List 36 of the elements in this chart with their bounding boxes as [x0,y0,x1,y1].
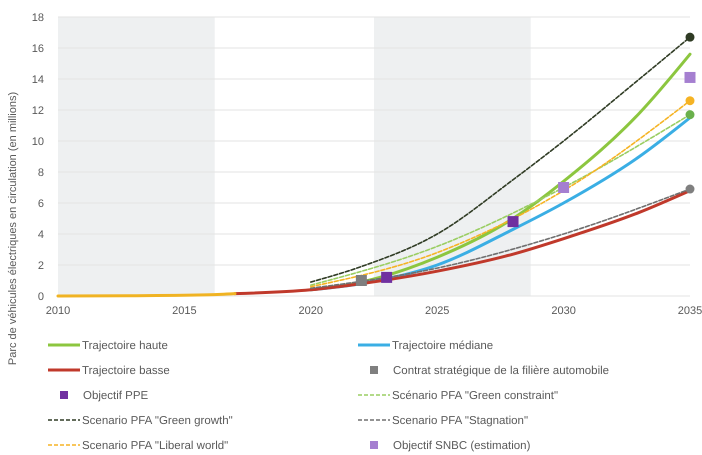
x-tick-label: 2030 [551,305,576,317]
legend-label: Trajectoire basse [82,365,170,378]
y-tick-label: 12 [32,104,44,117]
legend-label: Trajectoire médiane [392,340,494,352]
y-tick-label: 10 [32,136,44,148]
legend-label: Objectif PPE [83,390,149,402]
y-tick-label: 18 [32,12,44,24]
point [686,32,694,42]
legend-label: Scenario PFA "Green growth" [82,415,233,428]
legend-label: Trajectoire haute [82,340,168,352]
point [686,184,694,194]
y-tick-label: 0 [38,290,44,303]
legend-label: Contrat stratégique de la filière automobile [393,365,610,378]
x-tick-label: 2010 [46,305,70,317]
y-tick-label: 16 [32,42,44,55]
y-tick-label: 2 [38,260,44,272]
x-tick-label: 2020 [298,305,324,317]
y-axis-title: Parc de véhicules électriques en circulation (en millions) [7,92,19,366]
point [508,216,519,228]
point [381,272,392,283]
legend-label: Scénario PFA "Green constraint" [392,390,558,402]
point [558,182,570,193]
y-tick-label: 6 [38,198,44,210]
x-tick-label: 2015 [172,305,197,317]
y-tick-label: 8 [38,166,44,179]
point [686,110,694,120]
x-tick-label: 2025 [424,305,450,317]
legend-label: Objectif SNBC (estimation) [393,440,531,452]
point [684,72,696,83]
point [686,96,694,106]
point [356,275,367,286]
y-tick-label: 14 [32,74,44,86]
legend-label: Scenario PFA "Liberal world" [82,440,228,452]
y-tick-label: 4 [38,228,44,241]
legend-label: Scenario PFA "Stagnation" [392,415,528,428]
x-tick-label: 2035 [678,305,702,317]
